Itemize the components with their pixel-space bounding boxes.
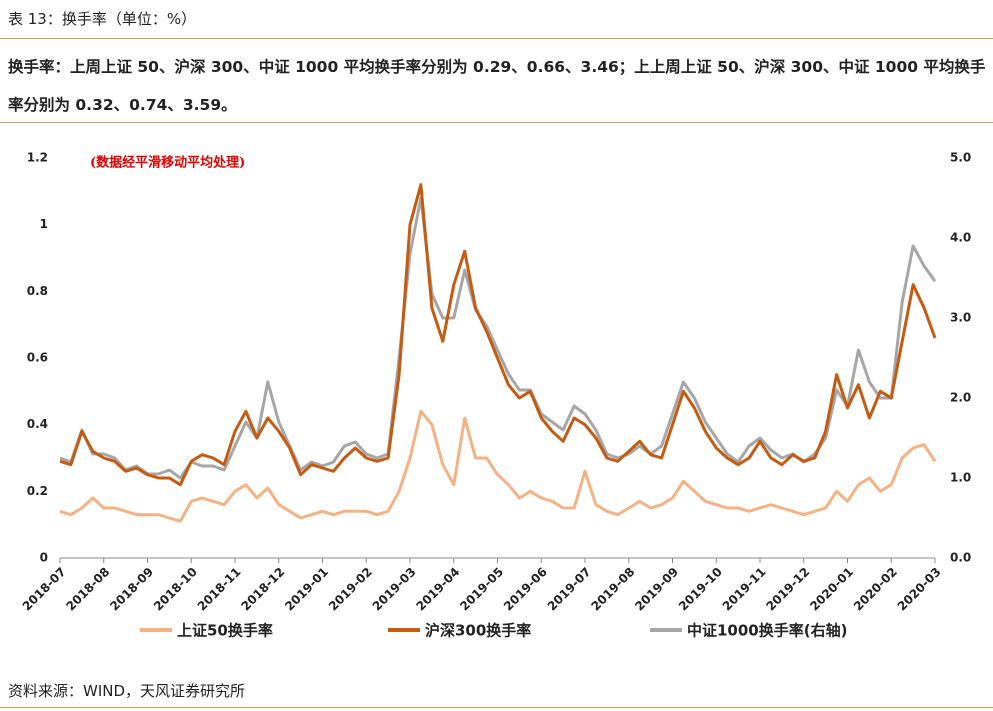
- x-tick-label: 2019-08: [589, 565, 638, 614]
- x-tick-label: 2019-01: [282, 565, 331, 614]
- summary: 换手率：上周上证 50、沪深 300、中证 1000 平均换手率分别为 0.29…: [8, 58, 986, 114]
- x-tick-label: 2019-09: [632, 565, 681, 614]
- y2-tick-label: 1.0: [950, 471, 971, 485]
- series-line: [59, 196, 937, 480]
- x-tick-label: 2018-09: [107, 565, 156, 614]
- y2-tick-label: 0.0: [950, 551, 971, 565]
- annotation: (数据经平滑移动平均处理): [90, 155, 245, 171]
- x-tick-label: 2020-02: [851, 565, 900, 614]
- y2-tick-label: 5.0: [950, 151, 971, 165]
- x-tick-label: 2019-02: [326, 565, 375, 614]
- x-tick-label: 2020-01: [807, 565, 856, 614]
- rule: [0, 122, 993, 123]
- legend-label: 中证1000换手率(右轴): [687, 622, 847, 640]
- x-tick-label: 2018-08: [64, 565, 113, 614]
- x-tick-label: 2018-07: [20, 565, 69, 614]
- legend-label: 沪深300换手率: [425, 622, 531, 640]
- y-tick-label: 0.8: [27, 284, 48, 298]
- y-tick-label: 0.6: [27, 351, 48, 365]
- x-tick-label: 2019-10: [676, 565, 725, 614]
- rule: [0, 38, 993, 39]
- x-tick-label: 2019-06: [501, 565, 550, 614]
- y-tick-label: 0.2: [27, 484, 48, 498]
- x-tick-label: 2019-11: [720, 565, 769, 614]
- x-tick-label: 2018-11: [195, 565, 244, 614]
- x-tick-label: 2019-12: [764, 565, 813, 614]
- source: 资料来源：WIND，天风证券研究所: [8, 682, 246, 700]
- y2-tick-label: 2.0: [950, 391, 971, 405]
- y-tick-label: 0.4: [27, 417, 48, 431]
- y-tick-label: 1.2: [27, 151, 48, 165]
- x-tick-label: 2018-10: [151, 565, 200, 614]
- rule: [0, 707, 993, 708]
- y-tick-label: 1: [40, 217, 48, 231]
- x-tick-label: 2019-07: [545, 565, 594, 614]
- y-tick-label: 0: [40, 551, 48, 565]
- x-tick-label: 2019-05: [457, 565, 506, 614]
- y2-tick-label: 3.0: [950, 311, 971, 325]
- series-line: [59, 183, 937, 487]
- x-tick-label: 2018-12: [239, 565, 288, 614]
- y2-tick-label: 4.0: [950, 231, 971, 245]
- legend-label: 上证50换手率: [177, 622, 273, 640]
- caption: 表 13：换手率（单位：%）: [8, 10, 197, 28]
- x-tick-label: 2019-03: [370, 565, 419, 614]
- x-tick-label: 2020-03: [895, 565, 944, 614]
- x-tick-label: 2019-04: [414, 565, 463, 614]
- series-line: [59, 409, 937, 523]
